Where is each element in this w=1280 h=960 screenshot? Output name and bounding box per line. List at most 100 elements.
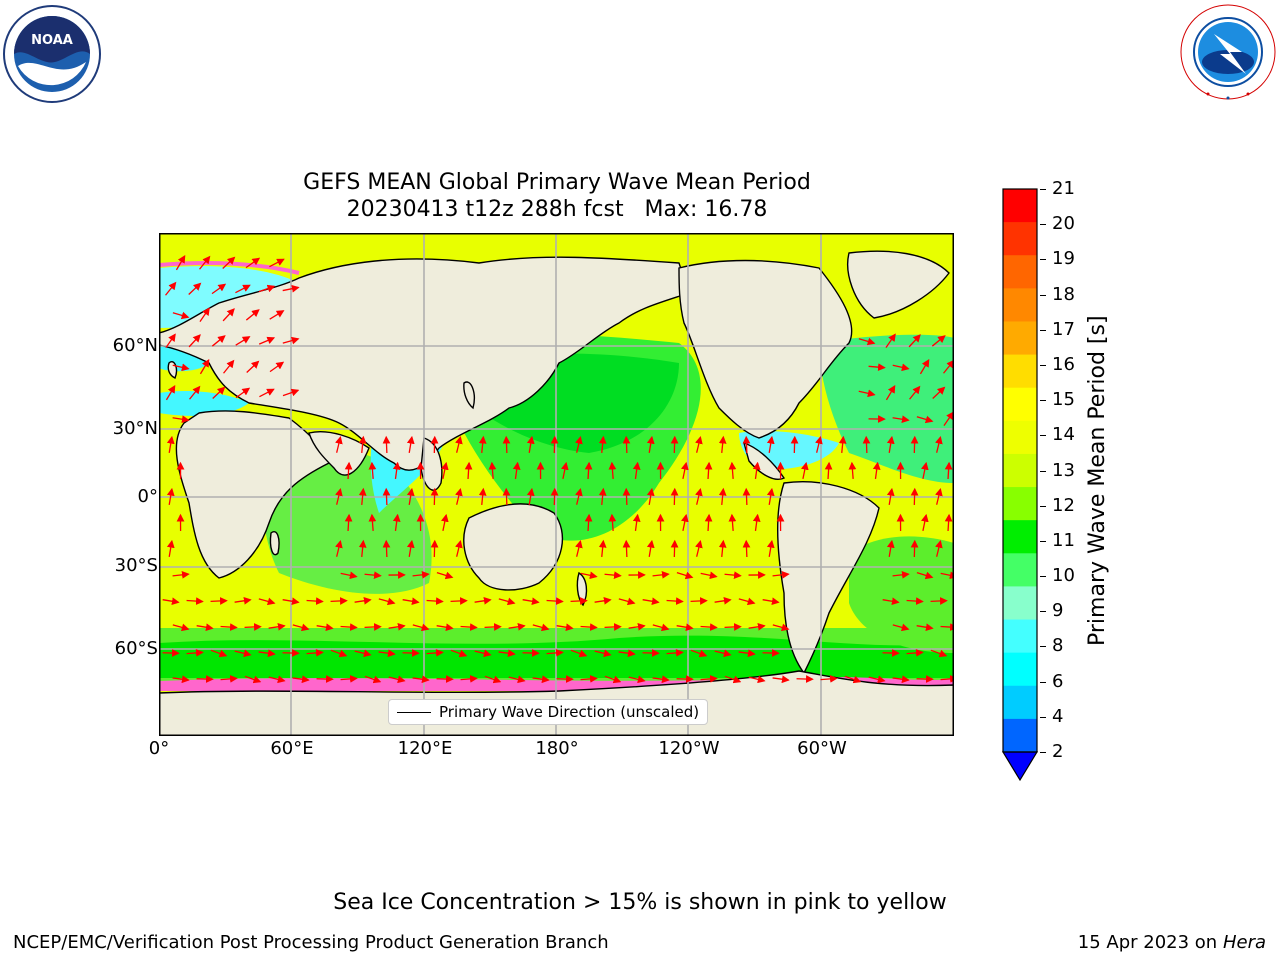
wave-arrow (892, 675, 910, 684)
colorbar-tick-label: 6 (1052, 670, 1064, 692)
wave-arrow (728, 461, 737, 480)
y-tick-60s: 60°S (114, 638, 158, 659)
wave-arrow (718, 539, 727, 558)
wave-arrow (246, 360, 260, 373)
wave-arrow (862, 435, 871, 454)
wave-arrow (292, 675, 310, 684)
wave-arrow (166, 487, 175, 505)
wave-arrow (175, 255, 186, 271)
wave-arrow (235, 387, 251, 399)
wave-arrow (455, 435, 463, 453)
wave-arrow (935, 487, 943, 505)
wave-arrow (556, 623, 574, 632)
wave-arrow (724, 675, 742, 684)
wave-arrow (704, 513, 713, 532)
wave-arrow (666, 648, 684, 657)
wave-arrow (306, 648, 324, 657)
wave-arrow (358, 435, 367, 454)
wave-arrow (632, 513, 641, 532)
x-tick-0: 0° (148, 738, 170, 759)
wave-arrow (172, 415, 190, 424)
wave-arrow (604, 675, 622, 684)
wave-arrow (546, 597, 564, 605)
wave-arrow (172, 570, 190, 579)
wave-arrow (921, 513, 929, 531)
wave-arrow (935, 435, 943, 453)
wave-arrow (652, 675, 670, 684)
wave-arrow (508, 675, 526, 684)
wave-arrow (211, 283, 227, 295)
wave-arrow (450, 597, 468, 605)
footer-left: NCEP/EMC/Verification Post Processing Pr… (13, 932, 609, 953)
colorbar-band (1003, 718, 1037, 753)
wave-arrow (598, 539, 607, 558)
wave-arrow (714, 596, 732, 605)
wave-arrow (335, 487, 343, 505)
wave-arrow (766, 487, 775, 505)
wave-arrow (282, 597, 300, 606)
wave-arrow (474, 596, 492, 605)
wave-arrow (172, 623, 190, 632)
wave-arrow (676, 571, 694, 580)
wave-arrow (512, 461, 521, 480)
wave-arrow (748, 622, 766, 631)
wave-arrow (502, 435, 511, 454)
wave-arrow (474, 649, 492, 658)
wave-arrow (441, 513, 449, 531)
wave-arrow (906, 597, 924, 605)
wave-arrow (464, 461, 473, 480)
colorbar-tick-label: 16 (1052, 353, 1075, 375)
colorbar-band (1003, 387, 1037, 422)
wave-arrow (772, 570, 790, 579)
wave-arrow (618, 597, 636, 606)
wave-arrow (575, 487, 583, 505)
wave-arrow (718, 435, 727, 454)
wave-arrow (752, 513, 761, 532)
colorbar-tick-label: 15 (1052, 389, 1075, 411)
wave-arrow (199, 359, 210, 375)
colorbar-tick-mark (1040, 329, 1046, 331)
colorbar-band (1003, 321, 1037, 356)
colorbar-tick-label: 19 (1052, 248, 1075, 270)
colorbar-tick-mark (1040, 681, 1046, 683)
wave-arrow (944, 461, 953, 480)
wave-arrow (522, 597, 540, 606)
wave-arrow (838, 435, 847, 454)
wave-arrow (908, 334, 921, 348)
colorbar-tick-mark (1040, 470, 1046, 472)
wave-arrow (622, 487, 631, 506)
wave-arrow (622, 539, 631, 558)
wave-arrow (412, 623, 430, 632)
colorbar-tick-mark (1040, 294, 1046, 296)
wave-arrow (704, 461, 713, 480)
wave-arrow (646, 539, 655, 557)
legend-label: Primary Wave Direction (unscaled) (439, 703, 700, 721)
colorbar-band (1003, 354, 1037, 389)
wave-arrow (166, 435, 175, 453)
colorbar-tick-label: 4 (1052, 705, 1064, 727)
wave-arrow (364, 623, 382, 631)
wave-arrow (450, 649, 468, 658)
wave-arrow (815, 435, 823, 453)
wave-arrow (340, 674, 358, 683)
colorbar-tick-label: 11 (1052, 529, 1075, 551)
chart-title-line1: GEFS MEAN Global Primary Wave Mean Perio… (303, 170, 811, 195)
x-tick-120e: 120°E (397, 738, 453, 759)
wave-arrow (358, 539, 367, 558)
wave-arrow (921, 461, 929, 479)
wave-direction-arrows (162, 255, 954, 684)
chart-title-line2: 20230413 t12z 288h fcst Max: 16.78 (346, 197, 768, 222)
colorbar-tick-label: 9 (1052, 600, 1064, 622)
wave-arrow (426, 648, 444, 657)
x-tick-180: 180° (535, 738, 579, 759)
wave-arrow (282, 284, 300, 293)
wave-arrow (335, 435, 343, 453)
wave-arrow (498, 649, 516, 658)
wave-arrow (340, 571, 358, 580)
wave-arrow (172, 311, 190, 320)
wave-arrow (162, 597, 180, 606)
wave-arrow (604, 623, 622, 631)
wave-arrow (220, 623, 238, 631)
wave-arrow (642, 597, 660, 606)
wave-arrow (742, 487, 751, 506)
